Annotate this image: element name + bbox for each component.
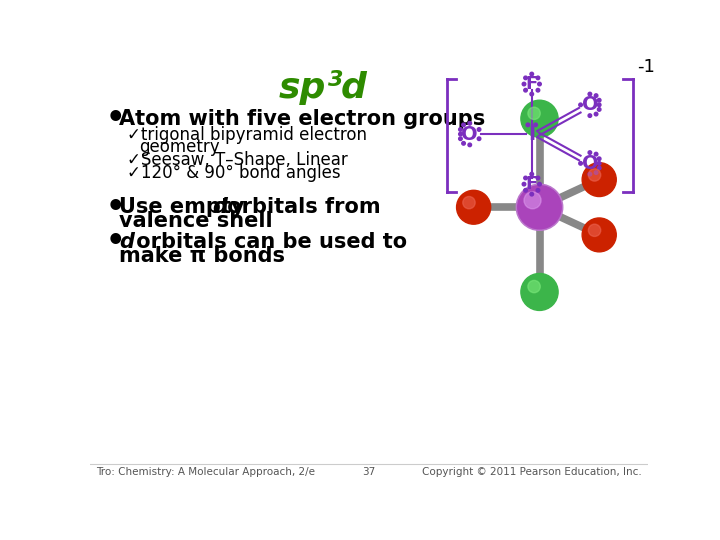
Circle shape bbox=[588, 92, 592, 96]
Circle shape bbox=[518, 186, 561, 229]
Text: F: F bbox=[526, 175, 538, 193]
Circle shape bbox=[530, 92, 534, 96]
Text: d: d bbox=[120, 232, 135, 252]
Circle shape bbox=[516, 184, 563, 231]
Text: Tro: Chemistry: A Molecular Approach, 2/e: Tro: Chemistry: A Molecular Approach, 2/… bbox=[96, 467, 315, 477]
Circle shape bbox=[536, 89, 540, 92]
Circle shape bbox=[588, 114, 592, 117]
Circle shape bbox=[468, 143, 472, 147]
Circle shape bbox=[530, 72, 534, 76]
Circle shape bbox=[588, 169, 600, 181]
Circle shape bbox=[598, 103, 601, 106]
Circle shape bbox=[528, 280, 540, 293]
Circle shape bbox=[523, 89, 527, 92]
Circle shape bbox=[521, 273, 558, 310]
Text: ✓Seesaw, T–Shape, Linear: ✓Seesaw, T–Shape, Linear bbox=[127, 151, 348, 169]
Circle shape bbox=[459, 137, 462, 140]
Circle shape bbox=[588, 224, 600, 237]
Text: Atom with five electron groups: Atom with five electron groups bbox=[120, 109, 486, 129]
Circle shape bbox=[582, 218, 616, 252]
Text: •: • bbox=[106, 104, 125, 133]
Text: sp: sp bbox=[279, 71, 326, 105]
Circle shape bbox=[598, 98, 601, 102]
Circle shape bbox=[538, 183, 541, 186]
Circle shape bbox=[534, 123, 537, 127]
Text: -1: -1 bbox=[637, 58, 655, 76]
Circle shape bbox=[536, 188, 540, 192]
Circle shape bbox=[462, 141, 465, 145]
Circle shape bbox=[598, 107, 601, 111]
Text: Use empty: Use empty bbox=[120, 197, 252, 217]
Text: d: d bbox=[212, 197, 228, 217]
Text: valence shell: valence shell bbox=[120, 211, 273, 231]
Circle shape bbox=[477, 137, 481, 140]
Circle shape bbox=[588, 151, 592, 154]
Text: orbitals from: orbitals from bbox=[220, 197, 381, 217]
Text: make π bonds: make π bonds bbox=[120, 246, 285, 266]
Circle shape bbox=[477, 127, 481, 131]
Circle shape bbox=[523, 188, 527, 192]
Circle shape bbox=[598, 161, 601, 165]
Circle shape bbox=[594, 112, 598, 116]
Circle shape bbox=[598, 166, 601, 170]
Text: I: I bbox=[528, 125, 535, 144]
Circle shape bbox=[459, 132, 462, 136]
Circle shape bbox=[521, 100, 558, 137]
Circle shape bbox=[538, 82, 541, 86]
Circle shape bbox=[536, 176, 540, 180]
Circle shape bbox=[462, 123, 465, 127]
Circle shape bbox=[526, 123, 530, 127]
Circle shape bbox=[582, 163, 616, 197]
Text: geometry: geometry bbox=[139, 138, 220, 156]
Circle shape bbox=[523, 176, 527, 180]
Circle shape bbox=[468, 122, 472, 125]
Text: ✓trigonal bipyramid electron: ✓trigonal bipyramid electron bbox=[127, 126, 367, 144]
Text: O: O bbox=[462, 125, 478, 144]
Text: ✓120° & 90° bond angles: ✓120° & 90° bond angles bbox=[127, 164, 341, 181]
Text: •: • bbox=[106, 193, 125, 222]
Text: O: O bbox=[582, 96, 598, 114]
Text: 3: 3 bbox=[328, 70, 343, 90]
Circle shape bbox=[522, 82, 526, 86]
Circle shape bbox=[530, 192, 534, 196]
Text: d: d bbox=[341, 71, 366, 105]
Circle shape bbox=[536, 76, 540, 80]
Text: 37: 37 bbox=[362, 467, 376, 477]
Text: Copyright © 2011 Pearson Education, Inc.: Copyright © 2011 Pearson Education, Inc. bbox=[422, 467, 642, 477]
Text: F: F bbox=[526, 75, 538, 93]
Circle shape bbox=[530, 172, 534, 176]
Circle shape bbox=[459, 127, 462, 131]
Circle shape bbox=[522, 183, 526, 186]
Text: orbitals can be used to: orbitals can be used to bbox=[129, 232, 407, 252]
Circle shape bbox=[594, 152, 598, 156]
Circle shape bbox=[524, 192, 541, 209]
Text: O: O bbox=[582, 154, 598, 173]
Circle shape bbox=[528, 107, 540, 119]
Circle shape bbox=[523, 76, 527, 80]
Circle shape bbox=[579, 161, 582, 165]
Circle shape bbox=[579, 103, 582, 106]
Circle shape bbox=[594, 94, 598, 97]
Text: •: • bbox=[106, 227, 125, 256]
Circle shape bbox=[594, 171, 598, 174]
Circle shape bbox=[456, 190, 490, 224]
Circle shape bbox=[588, 172, 592, 176]
Circle shape bbox=[463, 197, 475, 209]
Circle shape bbox=[598, 157, 601, 160]
